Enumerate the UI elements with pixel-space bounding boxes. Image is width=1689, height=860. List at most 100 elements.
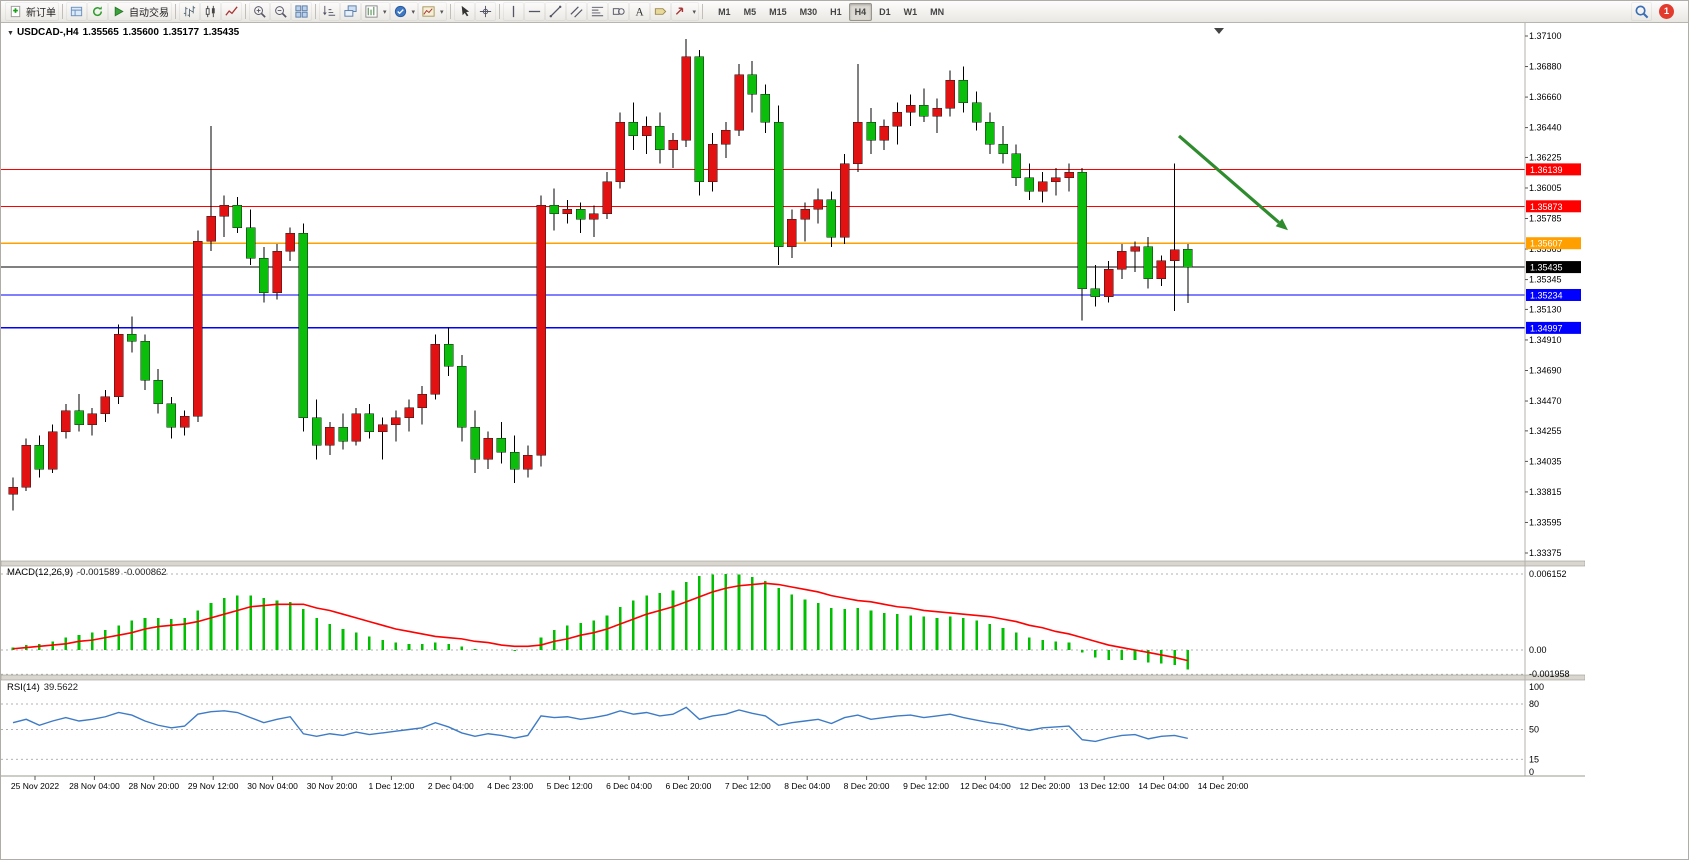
svg-text:1.35873: 1.35873	[1530, 202, 1563, 212]
svg-text:15: 15	[1529, 754, 1539, 764]
svg-text:1.36660: 1.36660	[1529, 92, 1562, 102]
channel-icon	[569, 4, 584, 19]
profiles-icon	[69, 4, 84, 19]
svg-text:1 Dec 12:00: 1 Dec 12:00	[368, 781, 414, 791]
trend-arrow-object[interactable]	[1177, 134, 1288, 231]
zoom-in-button[interactable]	[249, 2, 270, 21]
timeframe-h1-button[interactable]: H1	[830, 6, 842, 17]
svg-text:1.34255: 1.34255	[1529, 426, 1562, 436]
toolbar-separator	[449, 4, 451, 19]
svg-text:1.35607: 1.35607	[1530, 239, 1563, 249]
price-badge: 1.35607	[1526, 237, 1581, 250]
svg-text:0.006152: 0.006152	[1529, 569, 1567, 579]
panel-divider[interactable]	[1, 674, 1585, 681]
candles-layer	[8, 38, 1193, 511]
profiles-menu-button[interactable]: ▾	[389, 2, 419, 21]
horizontal-line-button[interactable]	[523, 2, 545, 21]
zoom-out-button[interactable]	[270, 2, 291, 21]
vertical-line-button[interactable]	[502, 2, 524, 21]
fibonacci-button[interactable]	[586, 2, 608, 21]
timeframe-d1-button[interactable]: D1	[879, 6, 891, 17]
svg-text:14 Dec 20:00: 14 Dec 20:00	[1198, 781, 1249, 791]
toolbar-buttons: 新订单 自动交易 ▾ ▾ ▾ A ▾	[5, 2, 706, 21]
text-label-button[interactable]	[649, 2, 671, 21]
new-order-button-label: 新订单	[26, 8, 56, 19]
crosshair-icon	[478, 4, 493, 19]
cursor-button[interactable]	[453, 2, 475, 21]
svg-text:14 Dec 04:00: 14 Dec 04:00	[1138, 781, 1189, 791]
trendline-icon	[548, 4, 563, 19]
timeframe-m15-button[interactable]: M15	[769, 6, 787, 17]
svg-text:6 Dec 04:00: 6 Dec 04:00	[606, 781, 652, 791]
line-chart-button[interactable]	[221, 2, 242, 21]
timeframe-h4-button[interactable]: H4	[848, 2, 873, 21]
search-button[interactable]	[1631, 2, 1652, 21]
candle-chart-button[interactable]	[200, 2, 221, 21]
timeframe-m1-button[interactable]: M1	[718, 6, 731, 17]
macd-signal-value: -0.000862	[123, 567, 167, 578]
svg-text:1.33815: 1.33815	[1529, 487, 1562, 497]
new-order-button[interactable]: 新订单	[5, 2, 59, 21]
svg-text:8 Dec 20:00: 8 Dec 20:00	[844, 781, 890, 791]
price-badge: 1.35435	[1526, 261, 1581, 274]
crosshair-button[interactable]	[474, 2, 496, 21]
timeframe-m30-button[interactable]: M30	[799, 6, 818, 17]
chart-collapse-button[interactable]: ▼	[7, 30, 14, 37]
channel-button[interactable]	[565, 2, 587, 21]
svg-text:1.34470: 1.34470	[1529, 396, 1562, 406]
svg-text:0.00: 0.00	[1529, 645, 1547, 655]
new-chart-button[interactable]: ▾	[361, 2, 390, 21]
arrange-icon	[322, 4, 337, 19]
text-button[interactable]: A	[628, 2, 650, 21]
price-badge: 1.34997	[1526, 321, 1581, 334]
timeframe-m5-button[interactable]: M5	[743, 6, 757, 17]
tile-windows-button[interactable]	[291, 2, 312, 21]
charts-profile-button[interactable]	[66, 2, 87, 21]
trendline-button[interactable]	[544, 2, 566, 21]
svg-text:1.36440: 1.36440	[1529, 123, 1562, 133]
svg-text:8 Dec 04:00: 8 Dec 04:00	[784, 781, 830, 791]
panel-divider[interactable]	[1, 560, 1585, 567]
shapes-icon	[611, 4, 626, 19]
svg-text:13 Dec 12:00: 13 Dec 12:00	[1079, 781, 1130, 791]
rsi-name: RSI(14)	[7, 682, 40, 693]
main-toolbar: 新订单 自动交易 ▾ ▾ ▾ A ▾ M1 M5 M15 M30 H1 H4 D1 W1 MN 1	[1, 1, 1688, 23]
cursor-icon	[457, 4, 472, 19]
dropdown-caret-icon: ▾	[692, 8, 697, 16]
time-axis[interactable]: 25 Nov 2022 28 Nov 04:00 28 Nov 20:00 29 No…	[11, 776, 1249, 791]
svg-text:28 Nov 04:00: 28 Nov 04:00	[69, 781, 120, 791]
arrange-windows-button[interactable]	[319, 2, 340, 21]
auto-trading-button-label: 自动交易	[129, 8, 169, 19]
cascade-icon	[343, 4, 358, 19]
zoom-out-icon	[273, 4, 288, 19]
svg-text:1.35435: 1.35435	[1530, 263, 1563, 273]
svg-text:100: 100	[1529, 682, 1544, 692]
chart-shift-marker[interactable]	[1214, 28, 1224, 34]
timeframe-w1-button[interactable]: W1	[903, 6, 918, 17]
fibonacci-icon	[590, 4, 605, 19]
notification-badge[interactable]: 1	[1659, 4, 1674, 19]
svg-text:7 Dec 12:00: 7 Dec 12:00	[725, 781, 771, 791]
macd-main-value: -0.001589	[77, 567, 120, 578]
arrows-icon	[674, 4, 689, 19]
svg-text:1.33595: 1.33595	[1529, 517, 1562, 527]
shapes-button[interactable]	[607, 2, 629, 21]
svg-text:1.34910: 1.34910	[1529, 335, 1562, 345]
price-badge: 1.36139	[1526, 163, 1581, 176]
chart-canvas[interactable]: 1.37100 1.36880 1.36660 1.36440 1.36225 1.360…	[1, 23, 1585, 797]
timeframe-mn-button[interactable]: MN	[930, 6, 945, 17]
arrows-button[interactable]: ▾	[670, 2, 700, 21]
refresh-button[interactable]	[87, 2, 108, 21]
svg-text:4 Dec 23:00: 4 Dec 23:00	[487, 781, 533, 791]
cycle-icon	[393, 4, 408, 19]
dropdown-caret-icon: ▾	[440, 8, 444, 16]
vline-icon	[506, 4, 521, 19]
svg-text:2 Dec 04:00: 2 Dec 04:00	[428, 781, 474, 791]
bar-chart-button[interactable]	[179, 2, 200, 21]
chart-template-button[interactable]: ▾	[418, 2, 447, 21]
price-badge: 1.35873	[1526, 200, 1581, 213]
cascade-windows-button[interactable]	[340, 2, 361, 21]
template-icon	[421, 4, 436, 19]
auto-trading-button[interactable]: 自动交易	[108, 2, 172, 21]
svg-text:5 Dec 12:00: 5 Dec 12:00	[547, 781, 593, 791]
